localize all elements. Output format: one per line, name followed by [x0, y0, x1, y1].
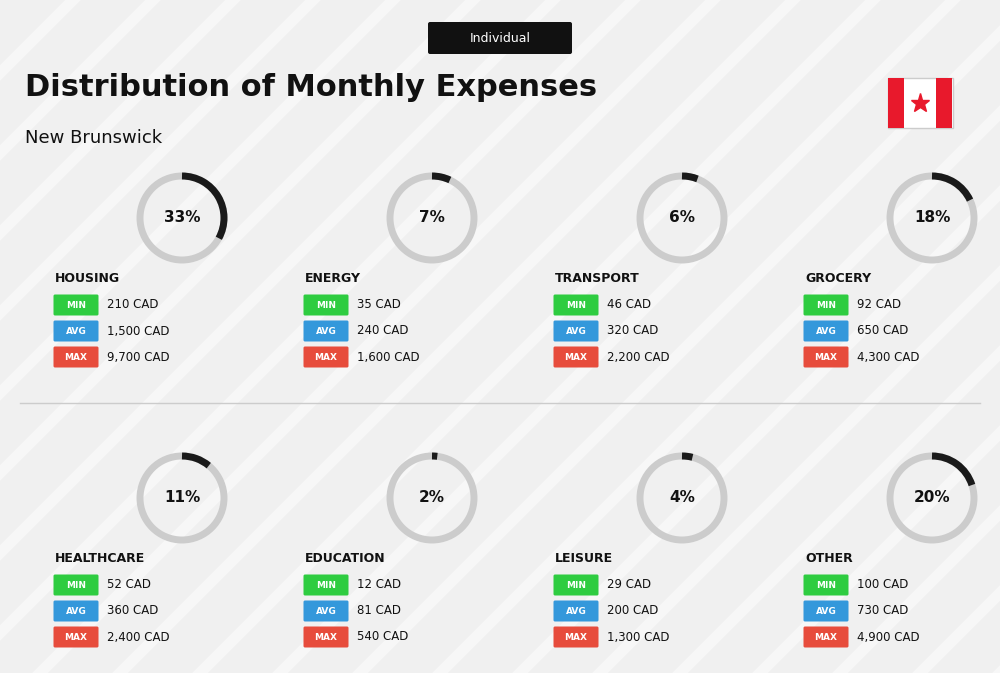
FancyBboxPatch shape — [554, 320, 598, 341]
FancyBboxPatch shape — [803, 295, 848, 316]
Text: 92 CAD: 92 CAD — [857, 299, 901, 312]
Text: EDUCATION: EDUCATION — [305, 551, 386, 565]
Text: 1,300 CAD: 1,300 CAD — [607, 631, 669, 643]
Text: 4,900 CAD: 4,900 CAD — [857, 631, 920, 643]
FancyBboxPatch shape — [303, 627, 348, 647]
Text: MAX: MAX — [314, 353, 338, 361]
Text: 33%: 33% — [164, 211, 200, 225]
Text: MAX: MAX — [564, 353, 588, 361]
Text: MAX: MAX — [814, 633, 838, 641]
Text: 6%: 6% — [669, 211, 695, 225]
Text: MIN: MIN — [566, 301, 586, 310]
Text: AVG: AVG — [566, 326, 586, 336]
FancyBboxPatch shape — [303, 575, 348, 596]
Text: 240 CAD: 240 CAD — [357, 324, 409, 337]
FancyBboxPatch shape — [554, 295, 598, 316]
Text: AVG: AVG — [816, 326, 836, 336]
Text: MIN: MIN — [566, 581, 586, 590]
FancyBboxPatch shape — [554, 627, 598, 647]
Text: MIN: MIN — [66, 581, 86, 590]
Text: MIN: MIN — [816, 301, 836, 310]
Text: 360 CAD: 360 CAD — [107, 604, 158, 618]
Text: 81 CAD: 81 CAD — [357, 604, 401, 618]
FancyBboxPatch shape — [936, 78, 952, 128]
FancyBboxPatch shape — [303, 347, 348, 367]
Text: MIN: MIN — [316, 301, 336, 310]
Text: 2,400 CAD: 2,400 CAD — [107, 631, 170, 643]
Text: MIN: MIN — [816, 581, 836, 590]
Text: 7%: 7% — [419, 211, 445, 225]
FancyBboxPatch shape — [888, 78, 952, 128]
FancyBboxPatch shape — [54, 575, 98, 596]
Text: MAX: MAX — [314, 633, 338, 641]
Text: 35 CAD: 35 CAD — [357, 299, 401, 312]
Text: TRANSPORT: TRANSPORT — [555, 271, 640, 285]
Text: AVG: AVG — [816, 606, 836, 616]
Text: 540 CAD: 540 CAD — [357, 631, 408, 643]
Text: MAX: MAX — [814, 353, 838, 361]
FancyBboxPatch shape — [888, 78, 904, 128]
Text: HOUSING: HOUSING — [55, 271, 120, 285]
Text: 9,700 CAD: 9,700 CAD — [107, 351, 170, 363]
FancyBboxPatch shape — [54, 347, 98, 367]
Text: MIN: MIN — [316, 581, 336, 590]
FancyBboxPatch shape — [428, 22, 572, 54]
Text: HEALTHCARE: HEALTHCARE — [55, 551, 145, 565]
Text: Individual: Individual — [470, 32, 530, 44]
Text: 2,200 CAD: 2,200 CAD — [607, 351, 670, 363]
Text: OTHER: OTHER — [805, 551, 853, 565]
FancyBboxPatch shape — [554, 347, 598, 367]
Text: New Brunswick: New Brunswick — [25, 129, 162, 147]
FancyBboxPatch shape — [554, 575, 598, 596]
Text: 4,300 CAD: 4,300 CAD — [857, 351, 919, 363]
Text: 650 CAD: 650 CAD — [857, 324, 908, 337]
FancyBboxPatch shape — [303, 600, 348, 621]
Text: 730 CAD: 730 CAD — [857, 604, 908, 618]
Text: 20%: 20% — [914, 491, 950, 505]
FancyBboxPatch shape — [803, 627, 848, 647]
Text: ENERGY: ENERGY — [305, 271, 361, 285]
FancyBboxPatch shape — [54, 320, 98, 341]
FancyBboxPatch shape — [54, 627, 98, 647]
Text: AVG: AVG — [66, 606, 86, 616]
FancyBboxPatch shape — [303, 320, 348, 341]
Text: 320 CAD: 320 CAD — [607, 324, 658, 337]
Text: MAX: MAX — [64, 353, 88, 361]
Text: AVG: AVG — [316, 606, 336, 616]
Text: 210 CAD: 210 CAD — [107, 299, 158, 312]
Text: 11%: 11% — [164, 491, 200, 505]
Text: MAX: MAX — [64, 633, 88, 641]
Text: GROCERY: GROCERY — [805, 271, 871, 285]
Text: Distribution of Monthly Expenses: Distribution of Monthly Expenses — [25, 73, 597, 102]
FancyBboxPatch shape — [54, 295, 98, 316]
Text: AVG: AVG — [316, 326, 336, 336]
FancyBboxPatch shape — [803, 600, 848, 621]
Text: AVG: AVG — [566, 606, 586, 616]
Text: MIN: MIN — [66, 301, 86, 310]
Text: 1,600 CAD: 1,600 CAD — [357, 351, 420, 363]
FancyBboxPatch shape — [303, 295, 348, 316]
FancyBboxPatch shape — [803, 575, 848, 596]
Text: AVG: AVG — [66, 326, 86, 336]
Text: MAX: MAX — [564, 633, 588, 641]
FancyBboxPatch shape — [554, 600, 598, 621]
Text: 46 CAD: 46 CAD — [607, 299, 651, 312]
Text: 12 CAD: 12 CAD — [357, 579, 401, 592]
Text: 4%: 4% — [669, 491, 695, 505]
Text: 18%: 18% — [914, 211, 950, 225]
FancyBboxPatch shape — [803, 347, 848, 367]
Text: 2%: 2% — [419, 491, 445, 505]
Text: 29 CAD: 29 CAD — [607, 579, 651, 592]
Text: 100 CAD: 100 CAD — [857, 579, 908, 592]
Text: LEISURE: LEISURE — [555, 551, 613, 565]
Text: 200 CAD: 200 CAD — [607, 604, 658, 618]
Text: 52 CAD: 52 CAD — [107, 579, 151, 592]
FancyBboxPatch shape — [54, 600, 98, 621]
Text: 1,500 CAD: 1,500 CAD — [107, 324, 170, 337]
FancyBboxPatch shape — [803, 320, 848, 341]
